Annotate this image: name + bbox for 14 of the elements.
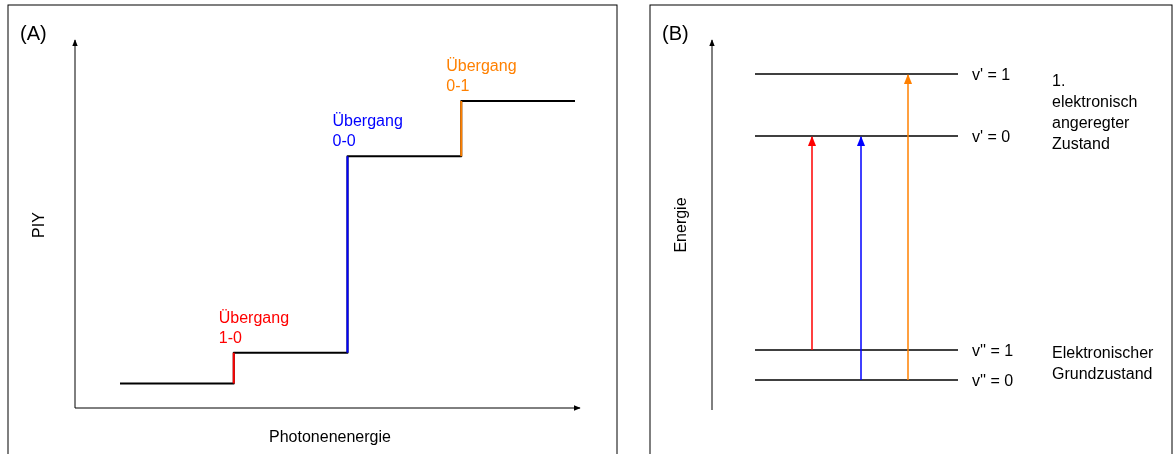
text: Übergang 0-1: [446, 57, 517, 94]
chart-title: (A): [20, 22, 47, 44]
text: Elektronischer Grundzustand: [1052, 344, 1155, 382]
annotation: Übergang 0-0: [332, 112, 403, 150]
text: v'' = 1: [972, 342, 1014, 359]
annotation: Übergang 1-0: [218, 308, 290, 346]
text: v'' = 0: [972, 372, 1014, 389]
text: Energie: [672, 197, 689, 253]
y-axis-title: PIY: [30, 211, 47, 238]
text: 1. elektronisch angeregter Zustand: [1052, 72, 1138, 152]
x-axis-title: Photonenenergie: [269, 428, 392, 445]
text: v' = 1: [972, 66, 1011, 83]
text: v' = 0: [972, 128, 1011, 145]
text: (B): [662, 22, 689, 44]
